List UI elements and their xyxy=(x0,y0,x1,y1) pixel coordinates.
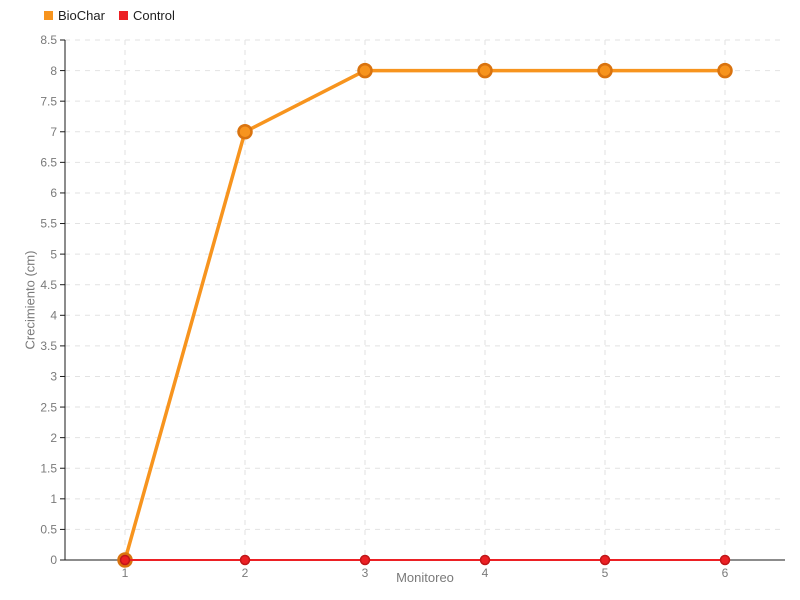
svg-text:3: 3 xyxy=(50,370,57,384)
svg-text:8.5: 8.5 xyxy=(40,33,57,47)
legend-label-biochar: BioChar xyxy=(58,8,105,23)
svg-text:7.5: 7.5 xyxy=(40,94,57,108)
svg-text:4.5: 4.5 xyxy=(40,278,57,292)
data-point-control xyxy=(239,554,251,566)
svg-text:0.5: 0.5 xyxy=(40,523,57,537)
gridlines xyxy=(65,39,785,560)
svg-text:6: 6 xyxy=(50,186,57,200)
axes xyxy=(64,40,785,561)
series-control xyxy=(119,554,731,566)
svg-text:1: 1 xyxy=(122,566,129,580)
chart-legend: BioChar Control xyxy=(44,8,175,23)
data-point-biochar xyxy=(597,62,613,79)
svg-text:2: 2 xyxy=(242,566,249,580)
data-point-control xyxy=(599,554,611,566)
data-point-control xyxy=(119,554,131,566)
svg-text:5: 5 xyxy=(50,247,57,261)
biochar-swatch-icon xyxy=(44,11,53,20)
svg-text:5: 5 xyxy=(602,566,609,580)
svg-text:8: 8 xyxy=(50,64,57,78)
svg-text:5.5: 5.5 xyxy=(40,217,57,231)
data-point-biochar xyxy=(237,124,253,140)
legend-item-biochar[interactable]: BioChar xyxy=(44,8,105,23)
legend-label-control: Control xyxy=(132,8,175,23)
svg-text:6.5: 6.5 xyxy=(40,156,57,170)
data-point-control xyxy=(719,554,731,566)
x-axis-title: Monitoreo xyxy=(396,570,454,585)
svg-text:4: 4 xyxy=(482,566,489,580)
data-point-control xyxy=(479,554,491,566)
y-axis-ticks: 0 0.5 1 1.5 2 2.5 3 3.5 4 4.5 5 5.5 6 6.5 7 7.5 8 8.5 xyxy=(40,33,65,567)
data-point-biochar xyxy=(717,62,733,79)
svg-text:6: 6 xyxy=(722,566,729,580)
svg-text:1.5: 1.5 xyxy=(40,461,57,475)
svg-text:0: 0 xyxy=(50,553,57,567)
data-point-biochar xyxy=(357,62,373,79)
svg-text:1: 1 xyxy=(50,492,57,506)
svg-text:7: 7 xyxy=(50,125,57,139)
data-point-control xyxy=(359,554,371,566)
legend-item-control[interactable]: Control xyxy=(118,8,175,23)
svg-text:4: 4 xyxy=(50,308,57,322)
svg-text:3: 3 xyxy=(362,566,369,580)
svg-text:3.5: 3.5 xyxy=(40,339,57,353)
svg-text:2: 2 xyxy=(50,431,57,445)
svg-text:2.5: 2.5 xyxy=(40,400,57,414)
control-swatch-icon xyxy=(118,11,128,20)
y-axis-title: Crecimiento (cm) xyxy=(22,250,38,350)
data-point-biochar xyxy=(477,62,493,79)
